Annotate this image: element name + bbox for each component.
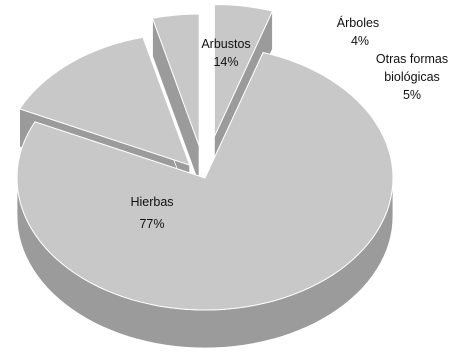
slice-arbustos [18,36,191,166]
slice-label-otras-formas-percent: 5% [403,88,421,102]
slice-label-otras-formas-name: biológicas [384,70,440,84]
slice-label-arboles-name: Árboles [337,15,379,30]
slice-label-arbustos-name: Arbustos [201,37,250,51]
slice-label-arboles-percent: 4% [351,34,369,48]
slice-label-otras-formas-name: Otras formas [376,52,448,66]
slice-label-hierbas-percent: 77% [139,217,164,231]
slice-otras-formas [213,3,274,137]
slice-label-arbustos-percent: 14% [213,55,238,69]
slice-arboles [151,13,200,147]
slice-label-hierbas-name: Hierbas [130,195,173,209]
slice-hierbas [16,51,394,311]
